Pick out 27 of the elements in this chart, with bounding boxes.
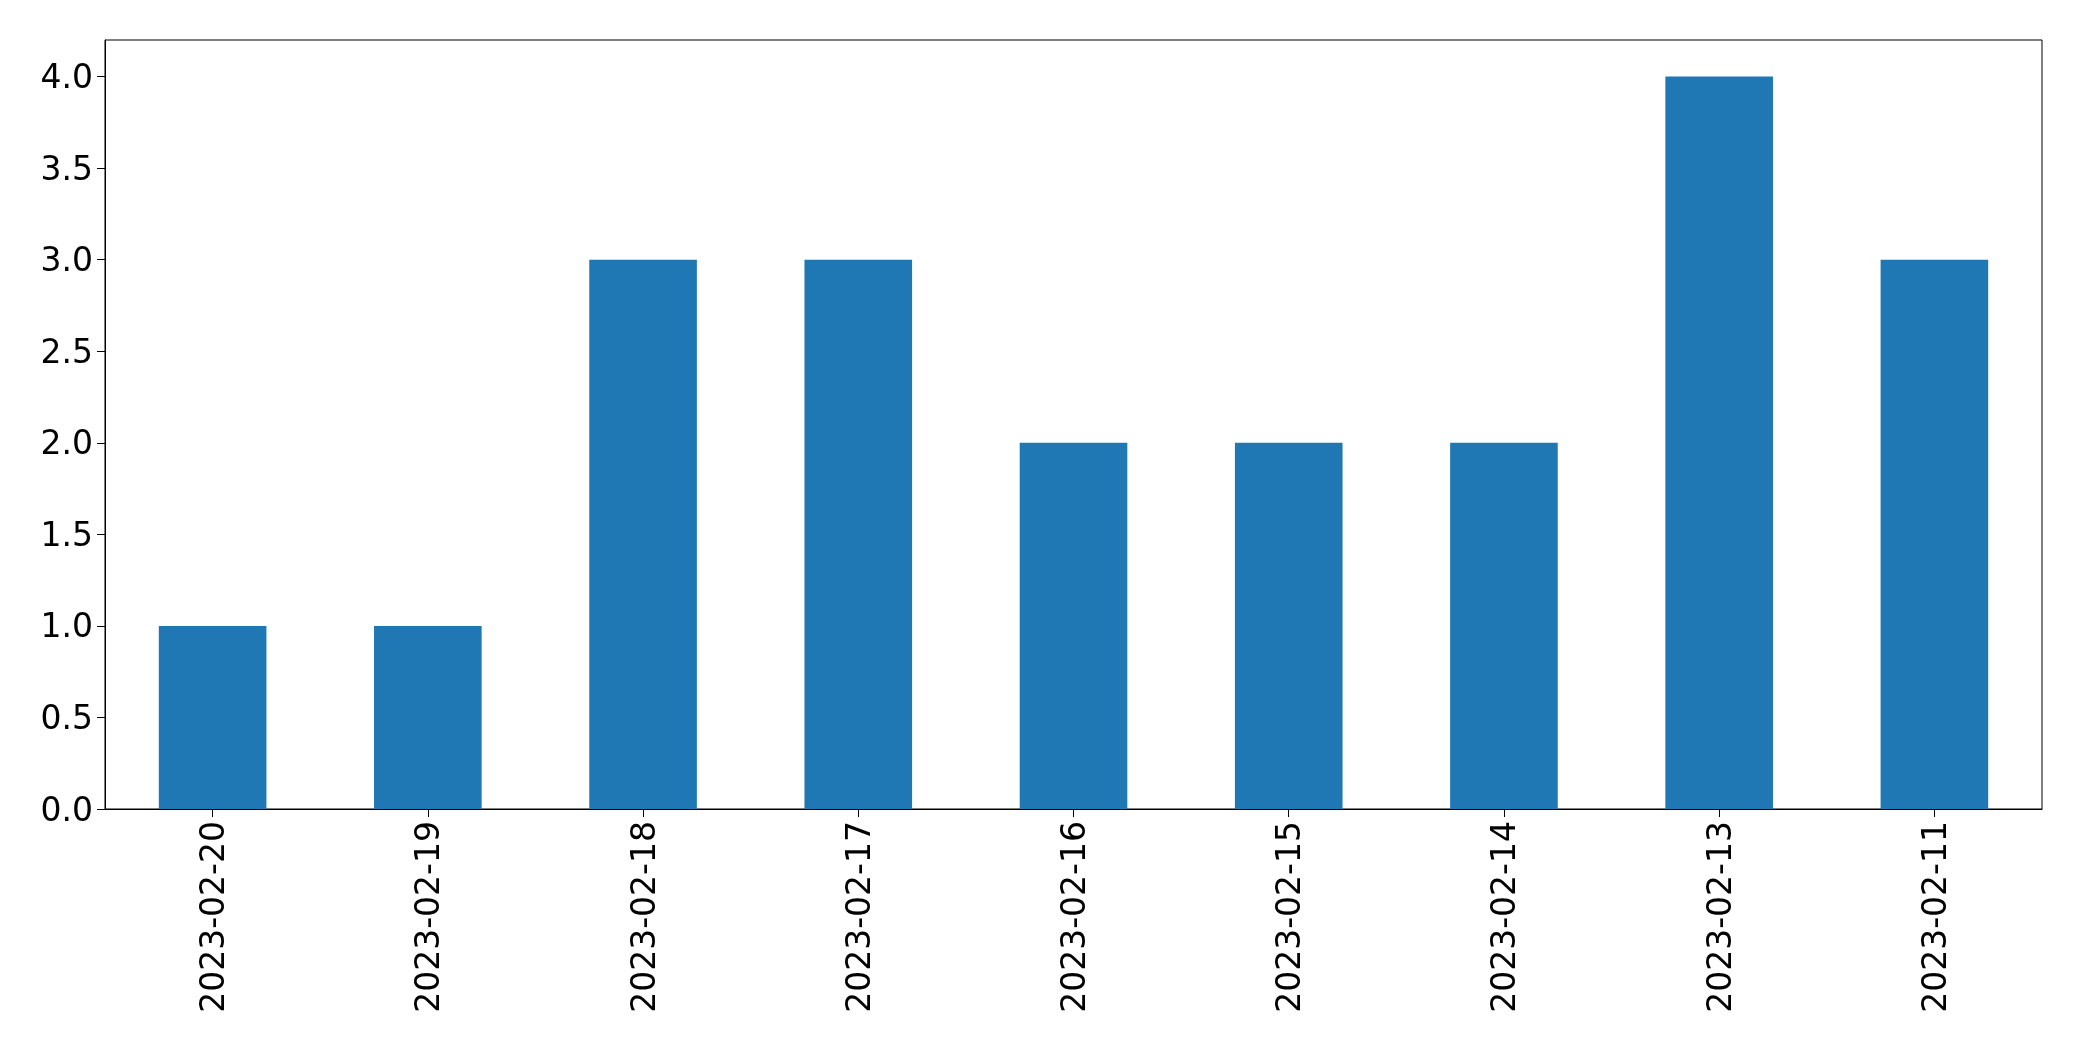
x-tick-label: 2023-02-18 <box>623 821 663 1013</box>
y-tick-label: 1.0 <box>40 606 93 646</box>
y-tick-label: 0.0 <box>40 789 93 829</box>
y-tick-label: 1.5 <box>40 514 93 554</box>
y-tick-label: 3.0 <box>40 240 93 280</box>
x-tick-label: 2023-02-19 <box>408 821 448 1013</box>
y-tick-label: 2.5 <box>40 331 93 371</box>
bar <box>589 259 697 809</box>
x-tick-label: 2023-02-14 <box>1484 821 1524 1013</box>
bar <box>1234 442 1343 809</box>
bar <box>1019 442 1128 809</box>
x-tick-label: 2023-02-13 <box>1699 821 1739 1013</box>
bar <box>804 259 913 809</box>
bar <box>158 625 267 809</box>
x-tick-label: 2023-02-15 <box>1269 821 1309 1013</box>
x-tick-label: 2023-02-17 <box>838 821 878 1013</box>
x-tick-label: 2023-02-16 <box>1054 821 1093 1013</box>
y-tick-label: 4.0 <box>40 57 93 97</box>
y-tick-label: 0.5 <box>40 697 93 737</box>
y-tick-label: 3.5 <box>40 148 93 188</box>
bar <box>374 625 482 809</box>
x-tick-label: 2023-02-11 <box>1914 821 1954 1013</box>
bar <box>1665 76 1773 809</box>
x-tick-label: 2023-02-20 <box>193 821 233 1013</box>
y-tick-label: 2.0 <box>40 423 93 463</box>
bar <box>1880 259 1989 809</box>
bar <box>1450 442 1558 809</box>
